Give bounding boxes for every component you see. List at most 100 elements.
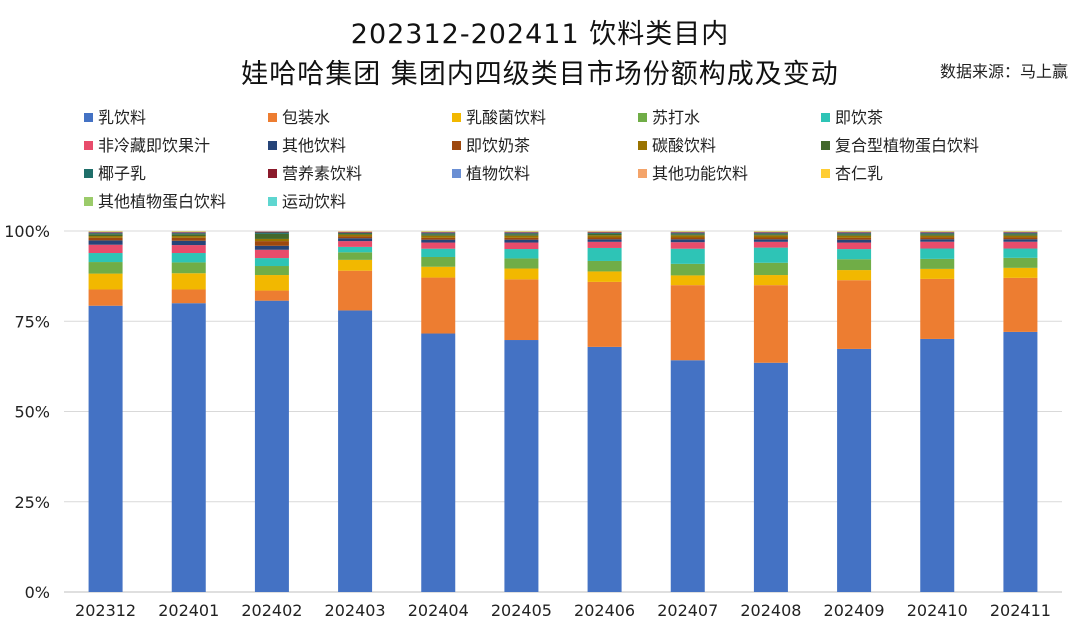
bar-segment [171, 289, 206, 304]
bar-segment [88, 233, 123, 235]
x-tick-label: 202405 [491, 601, 552, 620]
bar-segment [920, 258, 955, 269]
bar-segment [88, 253, 123, 263]
legend-label: 营养素饮料 [282, 164, 362, 183]
bar-segment [753, 362, 788, 592]
x-tick-label: 202409 [824, 601, 885, 620]
legend-item: 营养素饮料 [268, 164, 362, 183]
bar-segment [254, 231, 289, 233]
bar-segment [504, 232, 539, 234]
source-note: 数据来源：马上赢 [939, 62, 1068, 81]
bar-segment [421, 239, 456, 243]
bar-segment [254, 258, 289, 267]
bar-segment [171, 262, 206, 274]
legend-swatch [821, 141, 830, 150]
bar-segment [421, 242, 456, 249]
bar-segment [587, 346, 622, 592]
bar-segment [753, 233, 788, 235]
bar-stack [670, 231, 705, 592]
bar-segment [171, 233, 206, 235]
bar-segment [920, 278, 955, 339]
bar-segment [837, 233, 872, 235]
bar-segment [920, 235, 955, 238]
bar-stack [753, 231, 788, 592]
bars [88, 231, 1038, 592]
legend-item: 其他植物蛋白饮料 [84, 192, 226, 211]
bar-segment [753, 237, 788, 240]
legend-swatch [268, 113, 277, 122]
bar-segment [837, 280, 872, 349]
bar-segment [587, 232, 622, 234]
legend-label: 碳酸饮料 [652, 136, 716, 155]
bar-segment [837, 239, 872, 243]
bar-segment [171, 236, 206, 238]
bar-segment [504, 239, 539, 243]
legend-label: 复合型植物蛋白饮料 [835, 136, 979, 155]
bar-segment [421, 232, 456, 234]
bar-segment [171, 232, 206, 234]
bar-segment [88, 240, 123, 245]
bar-stack [504, 231, 539, 592]
bar-segment [1003, 232, 1038, 234]
bar-segment [587, 241, 622, 248]
bar-segment [753, 235, 788, 238]
legend-item: 其他功能饮料 [638, 164, 748, 183]
x-tick-label: 202401 [158, 601, 219, 620]
bar-segment [670, 275, 705, 286]
legend-swatch [638, 169, 647, 178]
bar-segment [1003, 234, 1038, 236]
legend-item: 包装水 [268, 108, 330, 127]
bar-segment [1003, 267, 1038, 278]
bar-segment [670, 248, 705, 264]
bar-segment [171, 237, 206, 241]
bar-segment [753, 234, 788, 236]
legend-item: 复合型植物蛋白饮料 [821, 136, 979, 155]
bar-segment [753, 232, 788, 234]
bar-segment [670, 285, 705, 361]
bar-segment [587, 260, 622, 272]
y-tick-label: 50% [14, 403, 50, 422]
bar-segment [504, 237, 539, 240]
legend-label: 非冷藏即饮果汁 [98, 136, 210, 155]
bar-segment [421, 277, 456, 334]
legend-label: 乳饮料 [98, 108, 146, 127]
legend-swatch [84, 197, 93, 206]
bar-segment [504, 340, 539, 592]
bar-stack [338, 231, 373, 592]
legend-label: 运动饮料 [282, 192, 346, 211]
bar-segment [753, 247, 788, 263]
x-tick-label: 202410 [907, 601, 968, 620]
bar-stack [920, 231, 955, 592]
bar-segment [920, 248, 955, 259]
bar-segment [171, 234, 206, 237]
bar-segment [753, 241, 788, 248]
legend-swatch [84, 169, 93, 178]
legend-item: 乳饮料 [84, 108, 146, 127]
legend-swatch [638, 113, 647, 122]
bar-segment [753, 275, 788, 286]
bar-segment [753, 285, 788, 363]
bar-segment [421, 256, 456, 267]
bar-segment [88, 232, 123, 234]
bar-segment [1003, 331, 1038, 592]
bar-segment [338, 232, 373, 234]
y-tick-label: 75% [14, 312, 50, 331]
legend-item: 植物饮料 [452, 164, 530, 183]
bar-segment [254, 233, 289, 239]
bar-segment [920, 233, 955, 235]
legend-item: 乳酸菌饮料 [452, 108, 546, 127]
y-axis: 0% 25% 50% 75% 100% [4, 222, 50, 602]
bar-stack [88, 231, 123, 592]
bar-segment [837, 232, 872, 234]
legend-item: 椰子乳 [84, 164, 146, 183]
bar-segment [837, 235, 872, 238]
gridlines [64, 230, 1062, 593]
bar-segment [338, 310, 373, 592]
bar-segment [504, 242, 539, 250]
y-tick-label: 0% [25, 583, 50, 602]
x-tick-label: 202406 [574, 601, 635, 620]
bar-segment [837, 259, 872, 271]
bar-stack [421, 231, 456, 592]
